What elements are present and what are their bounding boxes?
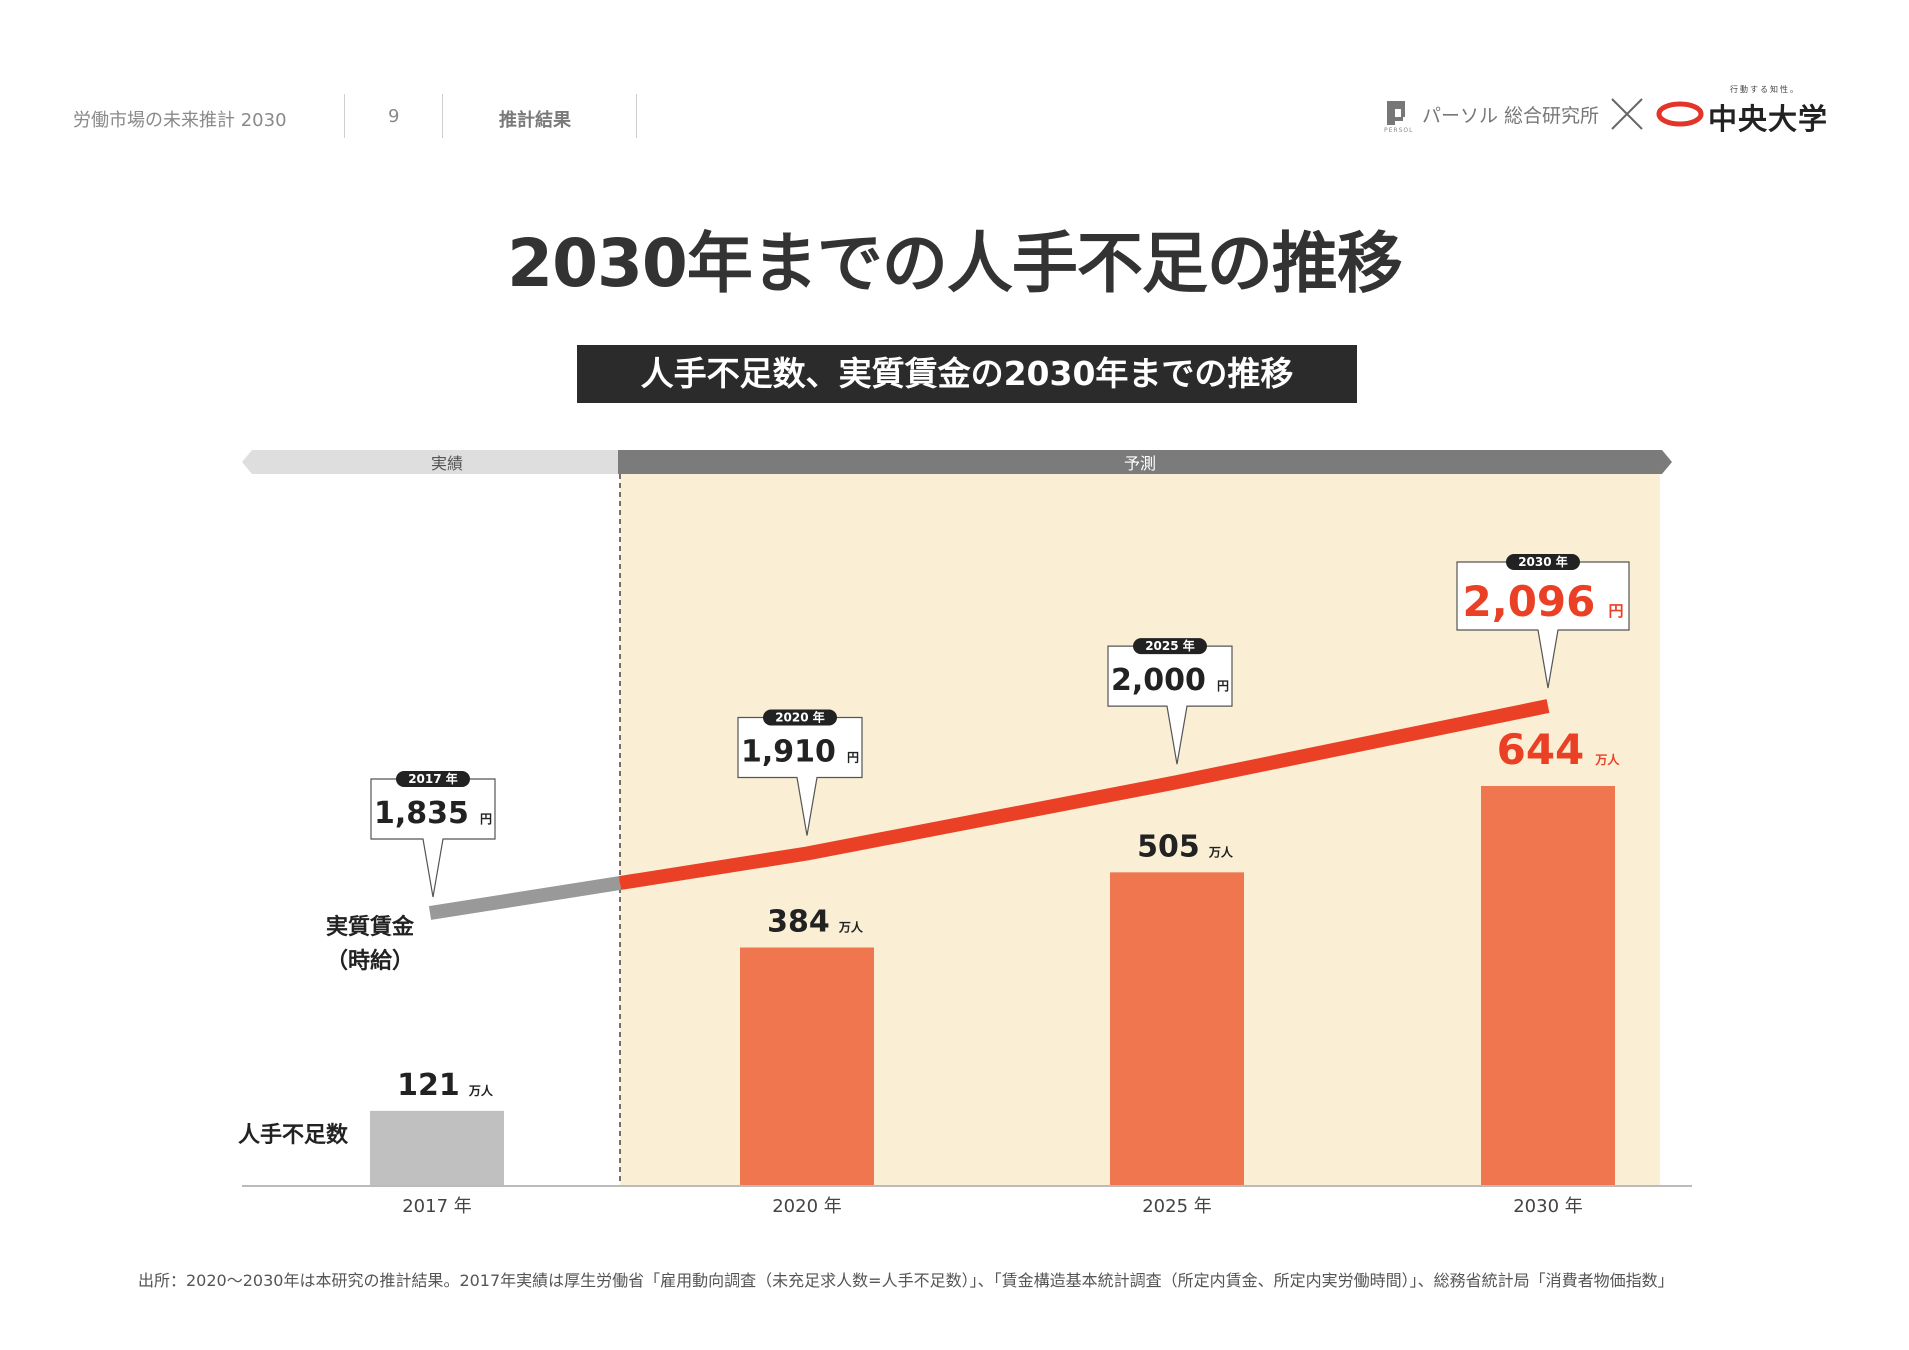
wage-unit: 円: [1608, 602, 1623, 620]
wage-line-forecast: [618, 699, 1550, 890]
callout-value: 2,096 円: [1463, 577, 1624, 626]
bar-value: 505: [1137, 829, 1200, 864]
forecast-phase-label: 予測: [1124, 454, 1156, 473]
line-series-label: 実質賃金: [326, 914, 415, 940]
persol-logo-icon: [1387, 101, 1405, 125]
section-label: 推計結果: [499, 110, 571, 131]
callout-box: [737, 716, 863, 836]
callout-year-pill: [763, 709, 837, 726]
bar-unit: 万人: [468, 1083, 494, 1098]
line-series-sublabel: （時給）: [326, 948, 414, 974]
bar-unit: 万人: [838, 919, 864, 934]
actual-phase-label: 実績: [431, 454, 463, 473]
wage-unit: 円: [847, 751, 859, 765]
bar-2030: [1481, 786, 1615, 1186]
x-tick-label: 2017 年: [402, 1196, 472, 1217]
bar-value: 644: [1497, 725, 1585, 774]
wage-callout-2030: 2030 年 2,096 円: [1456, 554, 1630, 689]
wage-callout-2020: 2020 年 1,910 円: [737, 709, 863, 836]
source-note: 出所：2020～2030年は本研究の推計結果。2017年実績は厚生労働省「雇用動…: [138, 1271, 1674, 1290]
chuo-university-logo-text: 中央大学: [1708, 102, 1829, 136]
callout-year: 2030 年: [1518, 554, 1568, 569]
bar-value: 384: [767, 904, 830, 939]
collaboration-x-icon: [1611, 98, 1643, 130]
callout-year-pill: [1506, 554, 1580, 570]
callout-box: [1107, 645, 1233, 765]
wage-value: 1,835: [374, 796, 469, 831]
bar-unit: 万人: [1208, 844, 1234, 859]
wage-unit: 円: [1217, 679, 1229, 693]
chart-subtitle: 人手不足数、実質賃金の2030年までの推移: [577, 345, 1357, 403]
header-divider: [636, 94, 637, 138]
callout-box: [1456, 561, 1630, 689]
bar-unit: 万人: [1594, 752, 1620, 767]
chuo-university-logo-icon: [1656, 101, 1704, 127]
callout-year: 2020 年: [775, 710, 825, 725]
bar-series-label: 人手不足数: [238, 1122, 349, 1148]
page-title: 2030年までの人手不足の推移: [507, 225, 1403, 302]
chuo-tagline: 行動する知性。: [1730, 85, 1800, 94]
x-tick-label: 2020 年: [772, 1196, 842, 1217]
wage-callout-2025: 2025 年 2,000 円: [1107, 638, 1233, 765]
wage-line-actual: [428, 876, 622, 920]
page-number: 9: [388, 106, 400, 127]
callout-value: 1,910 円: [741, 735, 859, 770]
bar-value: 121: [397, 1068, 460, 1103]
callout-year: 2025 年: [1145, 638, 1195, 653]
bar-value-label-2025: 505 万人: [1137, 829, 1234, 864]
wage-unit: 円: [480, 812, 492, 826]
bar-value-label-2020: 384 万人: [767, 904, 864, 939]
header-divider: [344, 94, 345, 138]
actual-phase-arrow: [242, 450, 618, 474]
bar-2020: [740, 947, 874, 1186]
callout-year-pill: [396, 771, 470, 787]
callout-value: 1,835 円: [374, 796, 492, 831]
callout-value: 2,000 円: [1111, 663, 1229, 698]
callout-year: 2017 年: [408, 771, 458, 786]
brand-logo-text: パーソル 総合研究所: [1422, 105, 1600, 127]
callout-year-pill: [1133, 638, 1207, 655]
wage-callout-2017: 2017 年 1,835 円: [370, 771, 496, 898]
persol-logo-text: PERSOL: [1384, 127, 1414, 134]
wage-value: 1,910: [741, 735, 836, 770]
header-divider: [442, 94, 443, 138]
x-tick-label: 2030 年: [1513, 1196, 1583, 1217]
bar-value-label-2017: 121 万人: [397, 1068, 494, 1103]
callout-box: [370, 778, 496, 898]
wage-value: 2,096: [1463, 577, 1596, 626]
forecast-phase-arrow: [618, 450, 1672, 474]
report-title: 労働市場の未来推計 2030: [73, 110, 287, 131]
wage-value: 2,000: [1111, 663, 1206, 698]
x-tick-label: 2025 年: [1142, 1196, 1212, 1217]
bar-2025: [1110, 872, 1244, 1186]
bar-2017: [370, 1110, 504, 1186]
bar-value-label-2030: 644 万人: [1497, 725, 1621, 774]
